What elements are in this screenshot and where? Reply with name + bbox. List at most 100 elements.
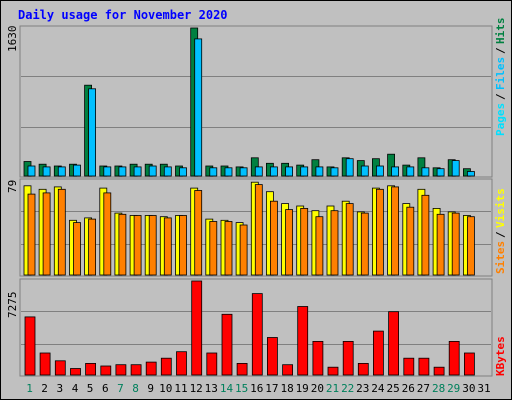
sites-bar <box>301 208 308 275</box>
files-bar <box>210 168 217 176</box>
day-label: 13 <box>205 382 218 395</box>
day-label: 30 <box>462 382 475 395</box>
day-label: 1 <box>26 382 33 395</box>
sites-bar <box>58 189 65 275</box>
kbytes-bar <box>86 363 96 375</box>
kbytes-bar <box>101 366 111 375</box>
sites-bar <box>149 216 156 276</box>
sites-bar <box>407 207 414 275</box>
files-bar <box>180 168 187 176</box>
day-label: 14 <box>220 382 234 395</box>
sites-bar <box>164 218 171 275</box>
day-label: 10 <box>159 382 172 395</box>
files-bar <box>407 167 414 176</box>
day-label: 17 <box>265 382 278 395</box>
day-label: 4 <box>72 382 79 395</box>
kbytes-bar <box>343 341 353 375</box>
kbytes-bar <box>25 317 35 375</box>
kbytes-bar <box>252 294 262 375</box>
kbytes-bar <box>55 361 65 375</box>
kbytes-bar <box>131 365 141 375</box>
files-bar <box>240 168 247 176</box>
sites-bar <box>316 217 323 275</box>
kbytes-bar <box>298 307 308 376</box>
files-bar <box>74 165 81 176</box>
files-bar <box>467 172 474 177</box>
day-label: 23 <box>356 382 369 395</box>
sites-bar <box>28 194 35 275</box>
files-bar <box>134 167 141 176</box>
files-bar <box>149 166 156 176</box>
day-label: 18 <box>280 382 293 395</box>
files-bar <box>89 89 96 176</box>
day-label: 15 <box>235 382 248 395</box>
day-label: 19 <box>296 382 309 395</box>
kbytes-bar <box>161 358 171 375</box>
files-bar <box>164 167 171 176</box>
kbytes-bar <box>116 365 126 375</box>
kbytes-bar <box>71 369 81 376</box>
sites-bar <box>119 214 126 275</box>
day-label: 21 <box>326 382 339 395</box>
day-label: 26 <box>402 382 415 395</box>
sites-bar <box>346 204 353 275</box>
day-label: 6 <box>102 382 109 395</box>
day-label: 2 <box>41 382 48 395</box>
kbytes-bar <box>373 331 383 375</box>
files-bar <box>392 167 399 176</box>
day-label: 28 <box>432 382 445 395</box>
sites-bar <box>195 191 202 276</box>
sites-bar <box>240 225 247 275</box>
files-bar <box>43 167 50 176</box>
kbytes-bar <box>464 353 474 375</box>
legend-sites: Sites <box>494 241 507 274</box>
day-label: 31 <box>477 382 490 395</box>
files-bar <box>331 168 338 176</box>
legend-hits-panel: Pages / Files / Hits <box>494 18 507 137</box>
files-bar <box>58 167 65 176</box>
sites-bar <box>437 214 444 275</box>
kbytes-bar <box>313 341 323 375</box>
sites-bar <box>286 210 293 275</box>
day-label: 3 <box>56 382 63 395</box>
day-label: 24 <box>371 382 385 395</box>
day-label: 20 <box>311 382 324 395</box>
legend-visits: Visits <box>494 188 507 228</box>
files-bar <box>346 159 353 176</box>
day-label: 22 <box>341 382 354 395</box>
kbytes-bar <box>283 365 293 375</box>
day-label: 11 <box>174 382 187 395</box>
day-label: 5 <box>87 382 94 395</box>
legend-kbytes: KBytes <box>494 336 507 376</box>
files-bar <box>119 167 126 176</box>
sites-bar <box>392 187 399 275</box>
kbytes-bar <box>192 281 202 375</box>
kbytes-bar <box>207 353 217 375</box>
files-bar <box>316 167 323 176</box>
files-bar <box>301 167 308 176</box>
day-label: 27 <box>417 382 430 395</box>
legend-sep-1: / <box>494 93 507 100</box>
sites-bar <box>255 185 262 275</box>
day-label: 29 <box>447 382 460 395</box>
files-bar <box>255 167 262 176</box>
sites-bar <box>225 222 232 276</box>
sites-bar <box>104 193 111 275</box>
files-bar <box>195 39 202 176</box>
legend-sep-2: / <box>494 47 507 54</box>
kbytes-bar <box>222 314 232 375</box>
sites-bar <box>43 193 50 275</box>
sites-bar <box>270 201 277 275</box>
legend-kbytes-panel: KBytes <box>494 336 507 376</box>
sites-bar <box>74 223 81 275</box>
files-bar <box>104 167 111 176</box>
legend-sep-3: / <box>494 231 507 238</box>
sites-bar <box>89 219 96 275</box>
files-bar <box>376 166 383 176</box>
day-label: 8 <box>132 382 139 395</box>
day-label: 25 <box>386 382 399 395</box>
hits-max-label: 1630 <box>6 26 19 53</box>
day-label: 16 <box>250 382 263 395</box>
kbytes-bar <box>267 338 277 376</box>
kbytes-bar <box>177 352 187 375</box>
